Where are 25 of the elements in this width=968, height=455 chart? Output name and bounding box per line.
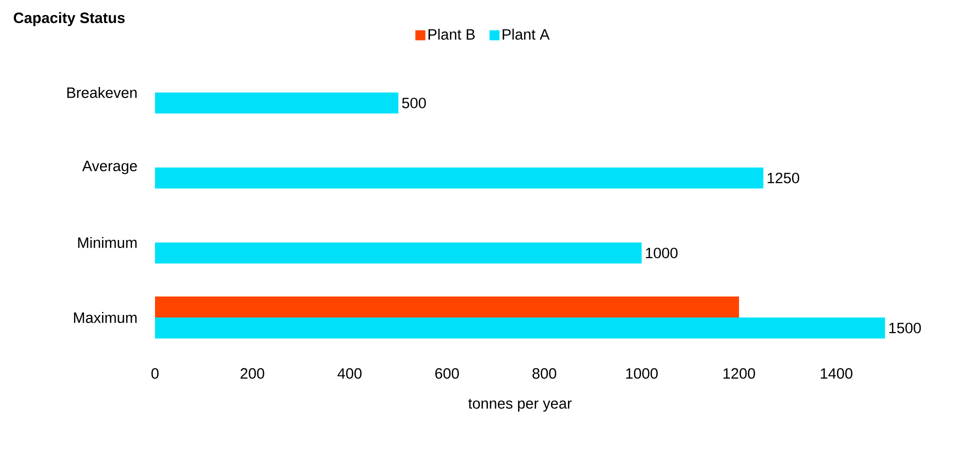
y-tick-label: Average [82,160,137,174]
legend-label: Plant A [502,28,550,40]
data-label: 500 [402,98,426,108]
x-tick-label: 1400 [820,368,852,379]
x-tick-label: 200 [240,368,264,379]
data-label: 1000 [646,248,678,258]
x-tick-label: 0 [151,368,159,379]
chart-title: Capacity Status [14,12,125,26]
x-tick-label: 800 [532,368,556,379]
x-tick-label: 400 [338,368,362,379]
y-tick-label: Maximum [74,312,137,323]
x-axis-title: tonnes per year [468,398,572,412]
legend-label: Plant B [428,28,475,40]
x-tick-label: 1000 [626,368,658,379]
bar [155,296,740,318]
bar [155,317,886,338]
x-tick-label: 1200 [724,368,756,379]
y-tick-label: Minimum [78,237,137,248]
data-label: 1250 [768,172,800,184]
x-tick-label: 600 [435,368,459,379]
bar [155,92,398,114]
bar [155,167,764,188]
data-label: 1500 [889,322,921,334]
y-tick-label: Breakeven [67,87,137,98]
bar [155,242,642,264]
